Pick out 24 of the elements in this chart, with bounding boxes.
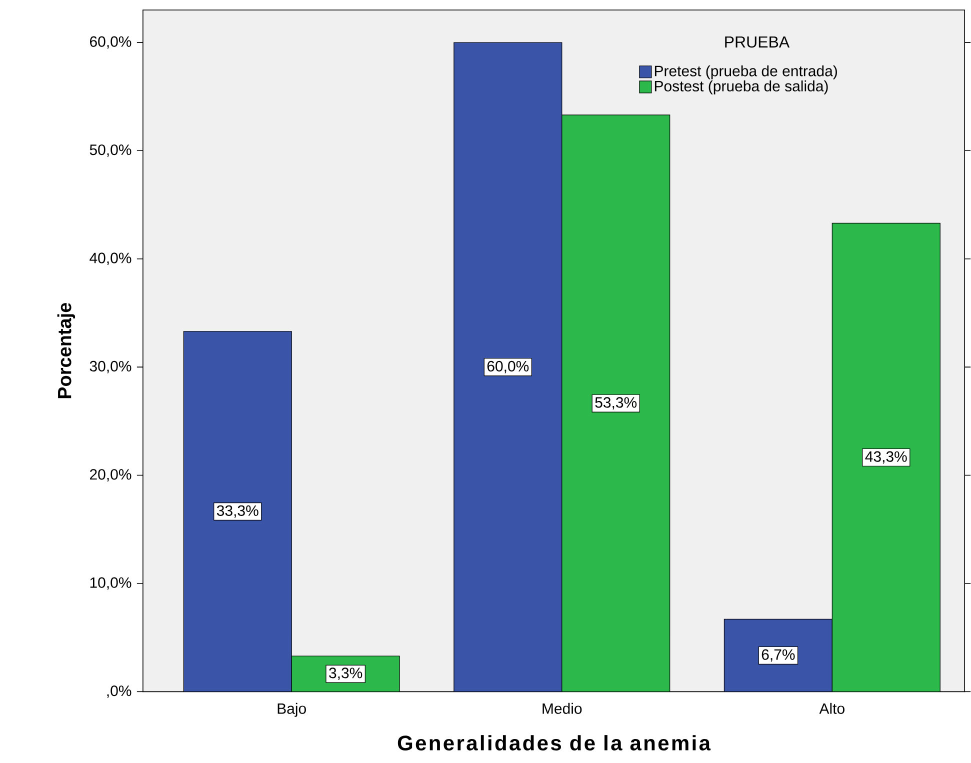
- data-label: 3,3%: [329, 668, 362, 680]
- y-tick-label: ,0%: [107, 686, 132, 698]
- data-label: 60,0%: [487, 361, 529, 374]
- x-tick-label: Medio: [542, 703, 582, 714]
- y-tick-label: 40,0%: [90, 252, 132, 266]
- bar: [724, 619, 832, 692]
- data-label: 43,3%: [865, 451, 907, 464]
- x-tick-label: Alto: [819, 703, 844, 714]
- legend-title: PRUEBA: [725, 36, 790, 48]
- legend-label: Pretest (prueba de entrada): [654, 65, 837, 80]
- bar: [454, 42, 562, 692]
- y-tick-label: 10,0%: [90, 577, 132, 590]
- y-axis-title: Porcentaje: [57, 303, 76, 398]
- y-tick-label: 20,0%: [90, 469, 132, 482]
- x-axis-title: Generalidades de la anemia: [398, 735, 711, 751]
- y-tick-label: 30,0%: [90, 361, 132, 374]
- data-label: 6,7%: [762, 649, 795, 662]
- x-tick-label: Bajo: [278, 703, 306, 718]
- data-label: 53,3%: [595, 397, 637, 410]
- bar: [183, 331, 292, 692]
- y-tick-label: 60,0%: [90, 36, 132, 49]
- y-tick-label: 50,0%: [90, 144, 132, 158]
- data-label: 33,3%: [216, 505, 258, 518]
- legend-label: Postest (prueba de salida): [654, 80, 828, 95]
